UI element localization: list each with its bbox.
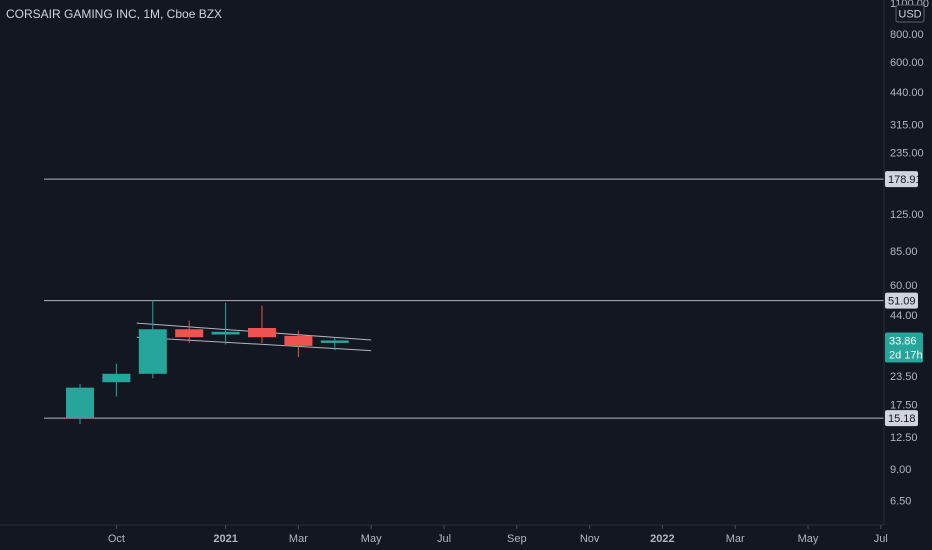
y-tick-label: 60.00: [890, 280, 918, 292]
candle[interactable]: [248, 305, 276, 343]
y-tick-label: 315.00: [890, 119, 924, 131]
candle-body: [284, 335, 313, 346]
bar-countdown: 2d 17h: [889, 349, 923, 361]
last-price-badge: 33.86 2d 17h: [885, 332, 923, 363]
y-tick-label: 235.00: [890, 148, 924, 160]
candle[interactable]: [66, 383, 94, 424]
y-tick-label: 125.00: [890, 209, 924, 221]
candle-body: [175, 329, 204, 338]
x-tick-label: 2022: [650, 533, 674, 545]
y-tick-label: 440.00: [890, 87, 924, 99]
y-tick-label: 85.00: [890, 246, 918, 258]
y-tick-label: 44.00: [890, 310, 918, 322]
x-tick-label: Sep: [507, 533, 527, 545]
y-tick-label: 23.50: [890, 371, 918, 383]
trendline[interactable]: [136, 336, 372, 352]
candle[interactable]: [320, 337, 349, 351]
candle[interactable]: [175, 320, 204, 343]
level-price-label: 178.91: [885, 171, 922, 188]
x-tick-label: Jul: [874, 533, 888, 545]
x-tick-label: Oct: [108, 533, 125, 545]
candle[interactable]: [284, 330, 313, 358]
y-tick-label: 800.00: [890, 29, 924, 41]
y-tick-label: 9.00: [890, 464, 911, 476]
chart-title: CORSAIR GAMING INC, 1M, Cboe BZX: [6, 7, 222, 21]
currency-badge[interactable]: USD: [895, 4, 925, 23]
x-tick-label: Mar: [726, 533, 745, 545]
level-price-label: 51.09: [885, 292, 918, 309]
y-tick-label: 12.50: [890, 432, 918, 444]
candle-body: [102, 373, 131, 383]
x-tick-label: 2021: [213, 533, 237, 545]
candle-body: [248, 327, 276, 338]
candle[interactable]: [138, 299, 167, 379]
x-tick-label: Nov: [580, 533, 600, 545]
x-tick-label: May: [798, 533, 819, 545]
level-price-label: 15.18: [885, 410, 918, 427]
level-price-text: 15.18: [888, 413, 916, 425]
x-tick-label: May: [361, 533, 382, 545]
level-price-text: 178.91: [888, 174, 922, 186]
y-tick-label: 17.50: [890, 399, 918, 411]
level-price-text: 51.09: [888, 296, 916, 308]
currency-label: USD: [898, 9, 921, 21]
candle[interactable]: [211, 302, 240, 345]
candle[interactable]: [102, 363, 131, 397]
candle-body: [211, 331, 240, 335]
x-tick-label: Jul: [437, 533, 451, 545]
candle-body: [320, 340, 349, 343]
x-tick-label: Mar: [289, 533, 308, 545]
candle-body: [138, 329, 167, 374]
candle-body: [66, 387, 94, 419]
y-tick-label: 6.50: [890, 495, 911, 507]
last-price-value: 33.86: [889, 335, 917, 347]
y-tick-label: 600.00: [890, 57, 924, 69]
